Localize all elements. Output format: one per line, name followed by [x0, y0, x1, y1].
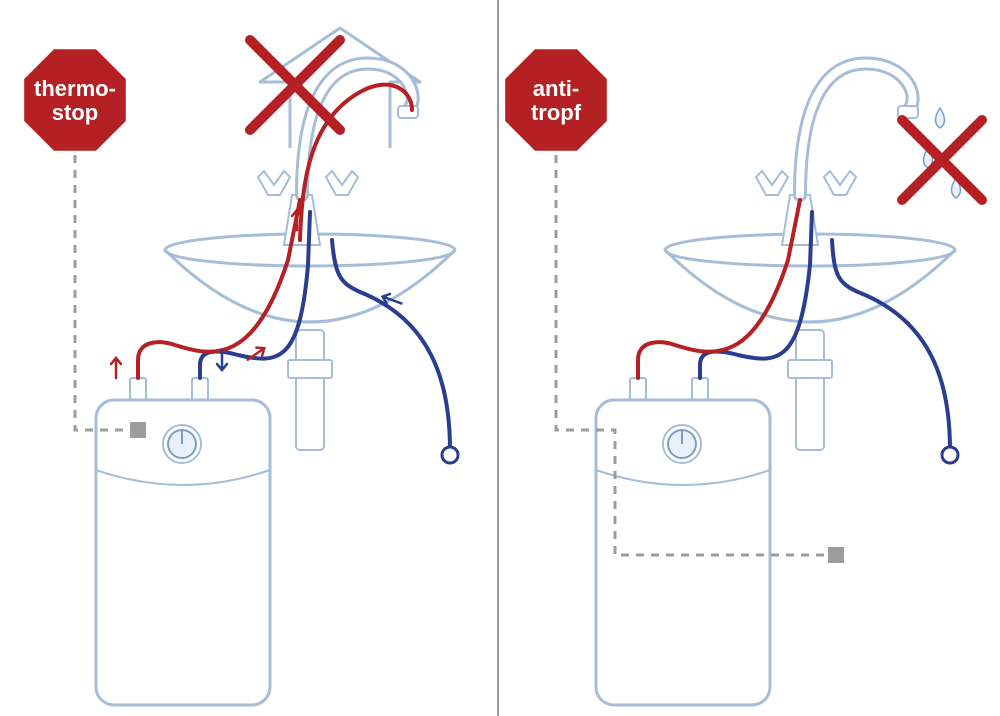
- right-sensor-node-icon: [828, 547, 844, 563]
- left-red-pipe: [138, 200, 300, 378]
- left-faucet-handle-right: [326, 171, 358, 195]
- left-heater-inlet-hot: [130, 378, 146, 400]
- left-sensor-lead: [75, 155, 130, 430]
- left-sensor-node-icon: [130, 422, 146, 438]
- right-cold-supply-valve-icon: [942, 447, 958, 463]
- right-red-pipe: [638, 200, 800, 378]
- right-droplet-icon: [936, 108, 945, 128]
- right-faucet-spout-outer: [800, 64, 913, 195]
- right-drain-pipe: [796, 330, 824, 450]
- left-label-1: thermo-: [34, 76, 116, 101]
- left-label-2: stop: [52, 100, 98, 125]
- right-label-2: tropf: [531, 100, 582, 125]
- flow-arrow-icon: [245, 344, 267, 364]
- right-label-1: anti-: [533, 76, 579, 101]
- left-drain-pipe: [296, 330, 324, 450]
- right-heater-inlet-hot: [630, 378, 646, 400]
- right-heater-inlet-cold: [692, 378, 708, 400]
- left-cold-supply-valve-icon: [442, 447, 458, 463]
- right-faucet-handle-right: [824, 171, 856, 195]
- left-heater-inlet-cold: [192, 378, 208, 400]
- left-faucet-handle-left: [258, 171, 290, 195]
- flow-arrow-icon: [111, 358, 121, 378]
- right-faucet-handle-left: [756, 171, 788, 195]
- left-faucet-aerator: [398, 106, 418, 118]
